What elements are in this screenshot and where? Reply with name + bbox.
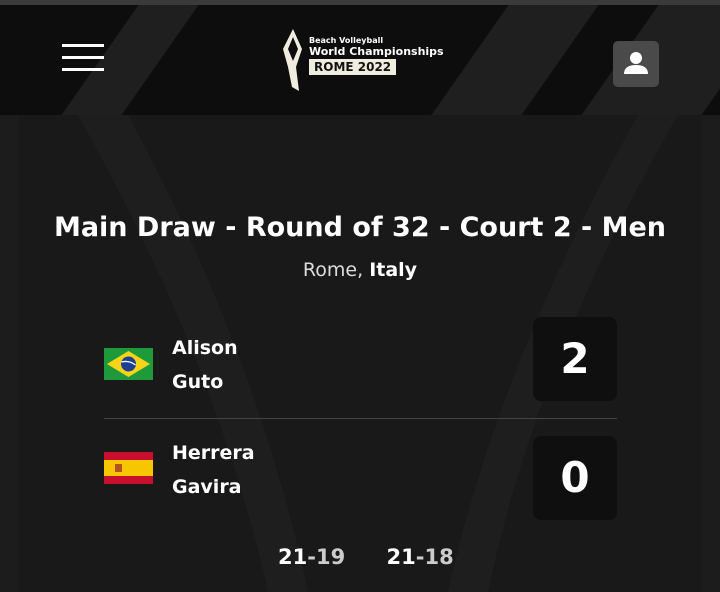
divider [104, 418, 617, 419]
brazil-flag-icon [104, 348, 153, 380]
set-score: 21-19 [278, 545, 346, 569]
match-title: Main Draw - Round of 32 - Court 2 - Men [53, 212, 667, 243]
team-score: 2 [533, 317, 617, 401]
user-account-button[interactable] [613, 41, 659, 87]
top-bar [0, 0, 720, 5]
team-row[interactable]: Alison Guto 2 [104, 317, 617, 407]
spain-flag-icon [104, 452, 153, 484]
header: Beach Volleyball World Championships ROM… [0, 5, 720, 115]
set-scores: 21-19 21-18 [278, 545, 488, 569]
background-pattern [78, 115, 678, 592]
match-location: Rome, Italy [302, 259, 418, 281]
set-score: 21-18 [386, 545, 454, 569]
user-icon [624, 52, 648, 74]
championship-logo[interactable]: Beach Volleyball World Championships ROM… [280, 27, 450, 97]
hamburger-menu-icon[interactable] [62, 44, 104, 74]
trophy-icon [283, 29, 302, 91]
team-score: 0 [533, 436, 617, 520]
team-row[interactable]: Herrera Gavira 0 [104, 436, 617, 526]
